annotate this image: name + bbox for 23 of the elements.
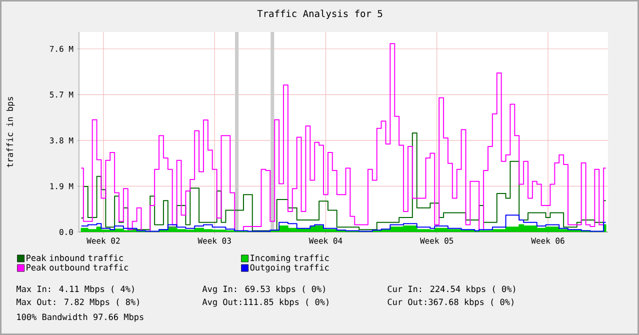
y-axis-title: traffic in bps (6, 97, 15, 168)
x-tick-label: Week 06 (531, 238, 564, 244)
y-tick-label: 5.7 M (50, 92, 74, 98)
chart-title: Traffic Analysis for 5 (257, 10, 382, 19)
text: 100% Bandwidth 97.66 Mbps (17, 314, 144, 322)
x-tick-label: Week 05 (420, 238, 454, 244)
y-tick-label: 7.6 M (50, 46, 74, 52)
legend-label: Outgoing traffic (250, 264, 329, 272)
text: Avg In: 69.53 kbps ( 0%) (202, 286, 325, 294)
y-tick-label: 1.9 M (50, 183, 74, 190)
text: Avg Out:111.85 kbps ( 0%) (202, 298, 328, 307)
x-tick-label: Week 02 (86, 238, 120, 244)
x-tick-label: Week 04 (308, 238, 342, 244)
y-tick-label: 3.8 M (50, 137, 74, 144)
legend-label: Peak outbound traffic (26, 264, 128, 271)
legend-label: Peak inbound traffic (26, 254, 123, 262)
text: Max Out: 7.82 Mbps ( 8%) (16, 298, 139, 307)
x-tick-label: Week 03 (198, 238, 231, 244)
text: Cur Out:367.68 kbps ( 0%) (388, 298, 514, 307)
text: Cur In: 224.54 kbps ( 0%) (388, 286, 516, 294)
text: Max In: 4.11 Mbps ( 4%) (16, 286, 134, 294)
legend-label: Incoming traffic (250, 254, 329, 263)
y-tick-label: 0.0 (60, 228, 73, 236)
